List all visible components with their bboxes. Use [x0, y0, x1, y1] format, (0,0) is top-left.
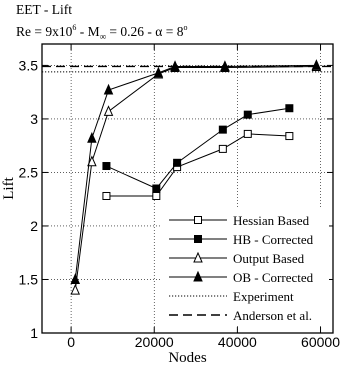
legend-label: Experiment	[233, 289, 294, 304]
data-point-square-filled	[152, 184, 161, 193]
data-point-triangle-open	[87, 155, 97, 167]
legend-marker-triangle-filled	[193, 270, 203, 282]
data-point-square-filled	[285, 104, 294, 113]
series-line-hb-corrected	[106, 107, 290, 190]
reynolds-label: Re = 9x10	[16, 24, 73, 39]
mach-label: - M	[76, 24, 100, 39]
axes: 0 20000 40000 60000 1 1.5 2 2.5 3 3.5 Nodes Lift	[1, 43, 340, 366]
legend-label: Hessian Based	[233, 213, 310, 228]
data-point-triangle-filled	[103, 83, 114, 95]
degree-symbol: o	[183, 23, 188, 32]
data-point-triangle-filled	[153, 66, 164, 78]
data-point-square-filled	[102, 162, 111, 171]
legend-label: OB - Corrected	[233, 270, 314, 285]
data-point-triangle-filled	[87, 131, 97, 143]
reynolds-exponent: 6	[72, 23, 77, 32]
legend-label: Output Based	[233, 251, 305, 266]
mach-subscript: ∞	[99, 31, 107, 42]
legend-marker-triangle-open	[193, 251, 203, 263]
x-tick-label: 40000	[218, 334, 257, 350]
data-point-square-open	[218, 144, 227, 153]
chart-title-line-1: EET - Lift	[16, 2, 72, 17]
legend-marker-square-filled	[194, 235, 202, 243]
data-point-square-open	[152, 191, 161, 200]
data-point-square-filled	[243, 110, 252, 119]
y-tick-label: 2.5	[19, 164, 39, 180]
x-tick-label: 60000	[301, 334, 340, 350]
data-point-triangle-filled	[170, 60, 180, 71]
y-tick-label: 2	[30, 218, 38, 234]
data-point-triangle-filled	[311, 59, 322, 70]
data-point-square-filled	[173, 158, 182, 167]
mach-alpha-value: = 0.26 - α = 8	[106, 24, 184, 39]
data-point-square-filled	[218, 125, 227, 134]
data-point-triangle-open	[103, 105, 114, 116]
data-point-triangle-filled	[70, 273, 81, 284]
x-tick-label: 0	[67, 334, 75, 350]
x-axis-label: Nodes	[168, 350, 206, 366]
y-tick-label: 1	[30, 325, 38, 341]
legend: Hessian Based HB - Corrected Output Based O…	[160, 208, 329, 326]
y-tick-label: 1.5	[19, 271, 39, 287]
x-tick-label: 20000	[135, 334, 174, 350]
data-point-triangle-filled	[220, 60, 230, 71]
data-point-square-open	[285, 132, 294, 141]
legend-marker-square-open	[194, 216, 202, 224]
data-point-square-open	[102, 191, 111, 200]
y-tick-label: 3	[30, 111, 38, 127]
legend-label: HB - Corrected	[233, 232, 314, 247]
data-point-triangle-open	[70, 283, 81, 295]
series-line-hessian-based	[106, 133, 290, 197]
legend-background	[160, 208, 329, 326]
data-point-square-open	[243, 129, 252, 138]
legend-label: Anderson et al.	[233, 308, 312, 323]
y-axis-label: Lift	[1, 176, 17, 199]
y-tick-label: 3.5	[19, 57, 39, 73]
series	[70, 59, 322, 295]
plot-frame	[41, 43, 334, 334]
chart-title-line-2: Re = 9x106 - M∞ = 0.26 - α = 8o	[16, 21, 187, 44]
